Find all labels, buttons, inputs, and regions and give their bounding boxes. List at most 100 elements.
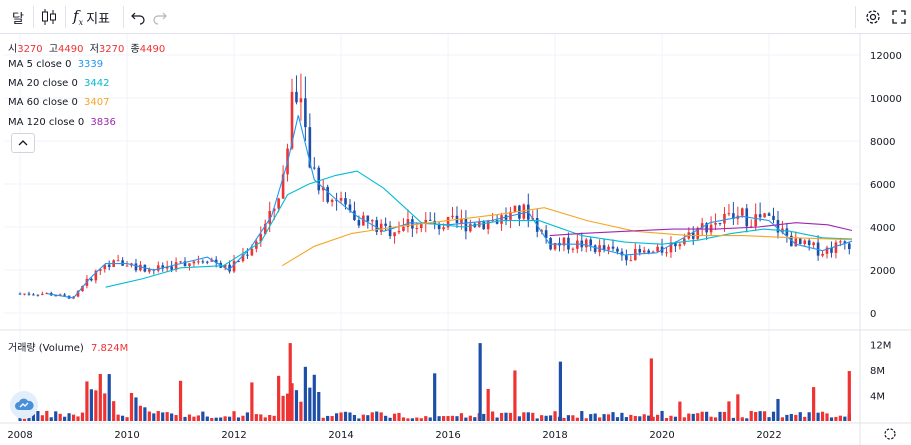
candle-body [94,270,98,281]
candle-body [486,220,490,230]
volume-bar [593,413,597,421]
volume-bar [89,389,93,421]
candle-body [830,247,833,253]
volume-bar [263,417,267,421]
candle-body [571,248,575,250]
toolbar-divider [855,6,856,28]
candle-body [513,205,517,212]
candle-body [170,266,173,270]
candle-body [210,259,214,262]
volume-label: 거래량 (Volume) [8,343,84,354]
candle-body [214,259,218,263]
ma20-legend: MA 20 close 0 3442 [8,78,113,89]
candle-body [90,278,93,281]
undo-button[interactable] [130,0,146,34]
candle-body [732,213,735,219]
fullscreen-icon [892,10,906,24]
axis-settings-icon[interactable] [884,428,896,440]
volume-bar [478,343,482,421]
volume-bar [780,417,785,421]
candle-body [246,254,249,256]
candle-body [825,247,829,254]
volume-bar [40,415,44,421]
candle-body [81,285,84,292]
moving-average-line [549,222,853,237]
volume-bar [580,411,584,421]
volume-bar [76,416,80,421]
candle-body [263,223,267,235]
candle-body [616,248,619,252]
candle-body [629,260,633,262]
moving-average-line [46,115,853,299]
volume-bar [495,417,499,421]
volume-bar [843,416,847,421]
volume-bar [482,413,486,421]
indicators-button[interactable]: fx 지표 [73,0,110,34]
cloud-logo-icon[interactable] [10,391,38,419]
volume-bar [85,381,89,421]
volume-bar [803,416,807,421]
candle-body [107,264,111,267]
ma120-legend: MA 120 close 0 3836 [8,117,119,128]
candle-body [357,220,361,226]
open-value: 3270 [17,44,43,55]
interval-button[interactable]: 달 [12,0,24,34]
volume-bar [138,405,143,421]
candle-body [540,230,543,232]
volume-bar [473,417,477,421]
candle-style-button[interactable] [40,0,58,34]
volume-bar [388,417,392,421]
candle-body [99,269,102,271]
volume-bar [834,416,838,421]
volume-bar [63,416,67,421]
volume-bar [94,390,98,421]
volume-bar [649,358,653,421]
candle-body [268,210,272,224]
candle-body [593,245,597,253]
candle-body [45,292,49,294]
candle-body [388,225,392,237]
candle-body [375,220,379,232]
volume-bar [143,407,147,421]
volume-bar [326,415,330,421]
volume-bar [709,416,713,421]
volume-bar [312,374,316,421]
collapse-legend-button[interactable] [11,133,35,153]
candle-body [553,242,557,250]
settings-button[interactable] [864,0,882,34]
volume-bar [120,415,125,421]
candle-body [776,219,780,233]
volume-bar [798,412,802,421]
candle-body [197,261,200,263]
time-tick-label: 2016 [435,430,460,441]
volume-bar [731,417,735,421]
candle-body [647,250,650,253]
volume-bar [468,415,472,421]
candle-body [772,215,775,220]
candle-body [415,227,419,229]
candle-body [442,227,445,230]
volume-bar [736,394,740,421]
candle-body [607,246,610,250]
candle-body [23,293,26,295]
candle-body [807,240,811,246]
ma120-value: 3836 [90,117,116,128]
volume-bar [504,412,508,421]
volume-bar [330,416,334,421]
candle-body [758,214,762,218]
candle-body [58,294,62,296]
volume-bar [673,416,678,421]
volume-bar [642,414,646,421]
price-chart[interactable]: 0 2000 4000 6000 8000 10000 12000 4M 8M 12M 2008 20… [0,34,911,445]
volume-bar [754,411,758,421]
volume-bar [526,412,530,421]
price-tick-label: 10000 [870,94,902,105]
fullscreen-button[interactable] [892,0,906,34]
candle-body [259,234,263,242]
volume-bar [424,416,428,421]
volume-bar [705,411,709,421]
volume-bar [566,415,571,421]
volume-bar [219,417,223,421]
redo-button[interactable] [152,0,168,34]
candle-body [165,266,169,269]
